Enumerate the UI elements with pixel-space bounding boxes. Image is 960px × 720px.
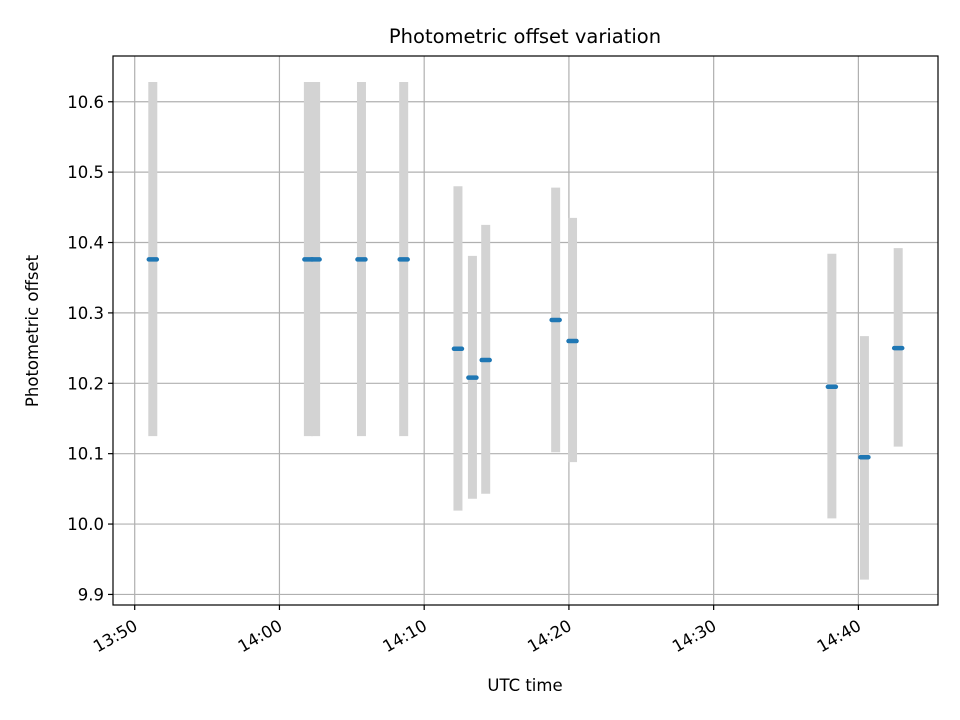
y-tick-label: 10.2: [67, 374, 104, 393]
y-tick-label: 10.5: [67, 163, 104, 182]
plot-area-frame: [112, 55, 939, 606]
y-axis-label: Photometric offset: [23, 254, 42, 407]
y-tick-label: 10.0: [67, 515, 104, 534]
y-tick-label: 9.9: [78, 585, 104, 604]
chart-title: Photometric offset variation: [389, 25, 661, 48]
y-tick-label: 10.6: [67, 93, 104, 112]
y-tick-label: 10.1: [67, 445, 104, 464]
data-points: [146, 257, 905, 460]
x-axis-label: UTC time: [487, 676, 562, 695]
grid: [113, 56, 938, 605]
y-tick-label: 10.4: [67, 234, 104, 253]
y-tick-label: 10.3: [67, 304, 104, 323]
